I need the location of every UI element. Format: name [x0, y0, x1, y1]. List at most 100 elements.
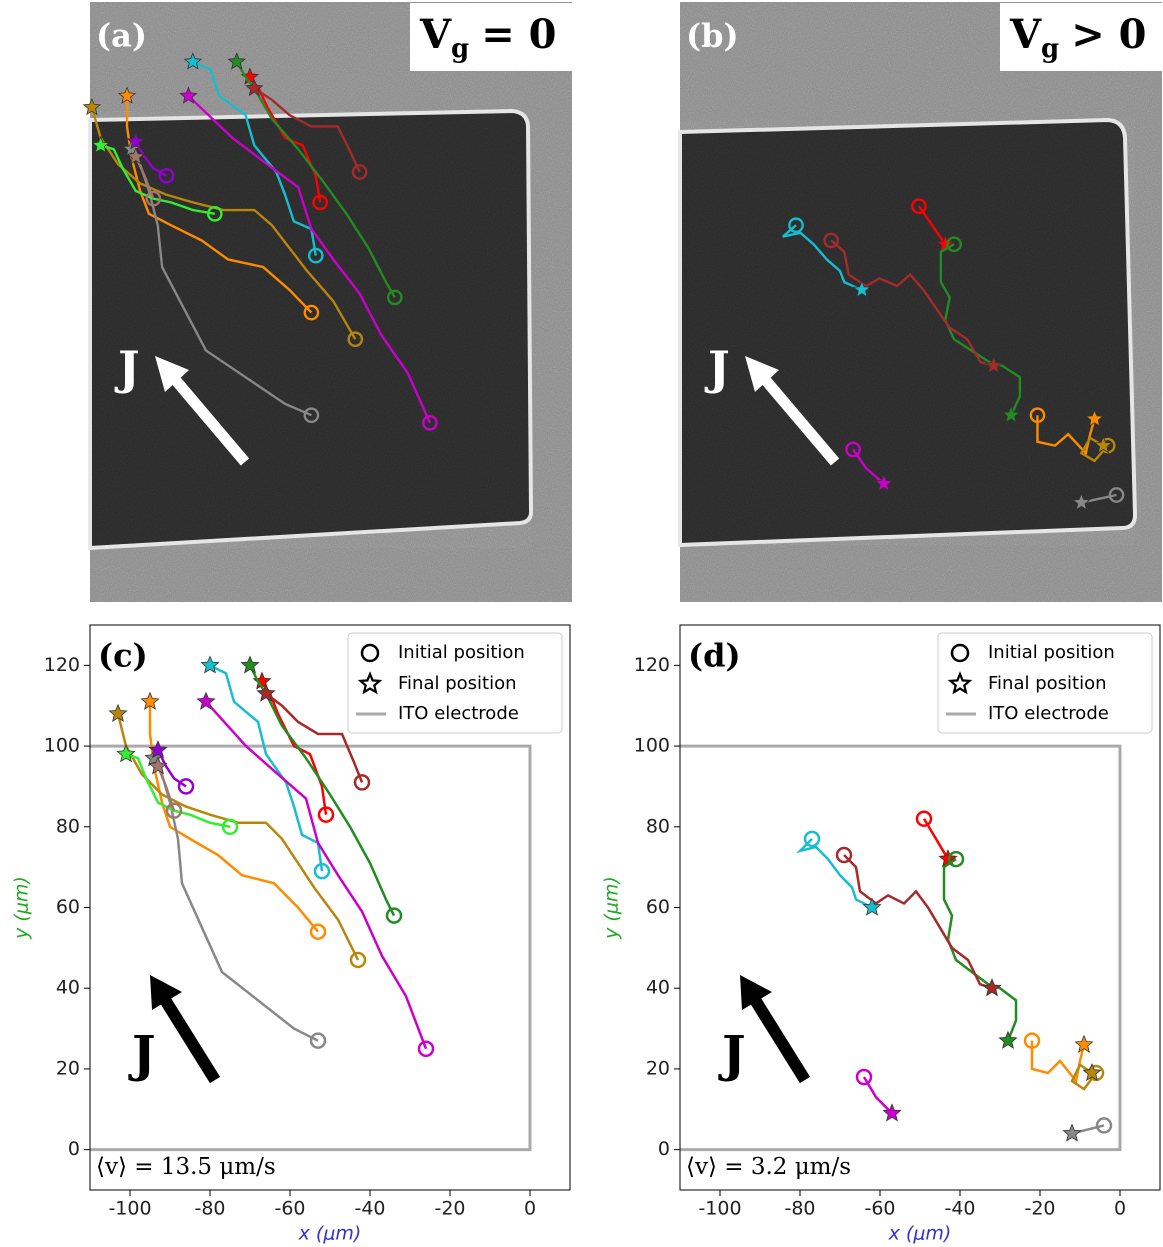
x-tick-label: 0 [524, 1198, 536, 1220]
x-tick-label: -20 [1024, 1198, 1055, 1220]
initial-marker [1023, 1032, 1041, 1049]
initial-marker [158, 167, 175, 184]
condition-box [410, 3, 572, 71]
y-axis-label: y (μm) [11, 876, 33, 940]
current-arrow-head [155, 356, 189, 392]
arrow-label: J [128, 1024, 156, 1083]
y-tick-label: 20 [646, 1057, 670, 1079]
x-tick-label: -60 [864, 1198, 895, 1220]
final-marker [126, 147, 145, 165]
y-tick-label: 60 [646, 896, 670, 918]
trajectory [192, 60, 317, 256]
condition-box [1000, 3, 1162, 71]
initial-marker [347, 331, 364, 348]
condition-symbol: V [419, 11, 452, 58]
chart: -100 -80 -60 -40 -20 0 0 20 40 60 80 100 120 x (μm) y … [11, 624, 571, 1245]
final-marker [984, 356, 1003, 374]
trajectory [90, 107, 357, 340]
arrow-label: J [718, 1024, 746, 1083]
current-arrow [162, 366, 250, 466]
initial-marker [386, 289, 403, 306]
x-axis-label: x (μm) [298, 1223, 362, 1245]
y-tick-label: 20 [56, 1057, 80, 1079]
initial-marker [313, 862, 331, 880]
current-arrow [746, 991, 811, 1084]
y-axis-label: y (μm) [601, 876, 623, 940]
initial-marker [1108, 487, 1125, 503]
final-marker [240, 655, 260, 674]
x-tick-label: -60 [274, 1198, 305, 1220]
electrode-outline [680, 744, 1122, 1152]
arrow-label: J [114, 341, 140, 395]
legend-box [347, 632, 563, 734]
trajectory [125, 752, 231, 829]
final-marker [200, 655, 220, 674]
x-tick-label: -80 [784, 1198, 815, 1220]
current-arrow-head [150, 975, 182, 1010]
final-marker [874, 473, 894, 492]
trajectory [795, 838, 873, 909]
arrow-label: J [704, 341, 730, 395]
plot-frame [89, 624, 571, 1191]
initial-marker [309, 1032, 327, 1049]
annotation: ⟨v⟩ = 3.2 μm/s [686, 1154, 851, 1180]
x-axis-label: x (μm) [888, 1223, 952, 1245]
x-tick-label: 0 [1114, 1198, 1126, 1220]
condition-relation: = 0 [481, 11, 556, 58]
trajectory [134, 156, 155, 200]
initial-marker [422, 414, 438, 431]
initial-marker [911, 198, 927, 215]
trajectory [265, 692, 364, 783]
final-marker [982, 978, 1002, 997]
condition-symbol: V [1009, 11, 1042, 58]
initial-marker [803, 830, 821, 848]
x-tick-label: -40 [354, 1198, 385, 1220]
initial-marker [385, 907, 403, 924]
initial-marker [1029, 407, 1046, 424]
panel-label: (c) [98, 637, 148, 675]
final-marker [245, 78, 264, 97]
panel-label: (d) [688, 637, 741, 675]
y-tick-label: 120 [634, 654, 670, 676]
final-marker [183, 52, 202, 70]
electrode-outline [90, 744, 532, 1152]
annotation: ⟨v⟩ = 13.5 μm/s [96, 1154, 276, 1180]
x-tick-label: -100 [698, 1198, 741, 1220]
initial-marker [353, 774, 371, 791]
trajectory [1036, 415, 1096, 456]
final-marker [256, 683, 276, 702]
final-marker [148, 740, 168, 759]
y-tick-label: 0 [658, 1138, 670, 1160]
electrode-noise [90, 111, 531, 548]
initial-marker [221, 818, 239, 836]
y-tick-label: 100 [44, 735, 80, 757]
y-tick-label: 40 [646, 977, 670, 999]
final-marker [1085, 409, 1104, 427]
trajectory [187, 95, 431, 424]
y-tick-label: 60 [56, 896, 80, 918]
final-marker [862, 897, 882, 916]
initial-marker [351, 164, 368, 180]
y-tick-label: 0 [68, 1138, 80, 1160]
final-marker [140, 691, 160, 710]
initial-marker [307, 247, 324, 264]
final-marker [116, 744, 136, 763]
y-tick-label: 80 [646, 815, 670, 837]
initial-marker [309, 923, 327, 940]
final-marker [108, 703, 128, 722]
trajectory [1030, 1040, 1086, 1084]
y-tick-label: 80 [56, 815, 80, 837]
final-marker [1074, 1034, 1094, 1053]
trajectory [939, 243, 1022, 416]
y-tick-label: 40 [56, 977, 80, 999]
initial-marker [177, 778, 195, 795]
initial-marker [947, 850, 965, 868]
initial-marker [349, 951, 367, 969]
initial-marker [303, 407, 320, 424]
panel-label: (b) [686, 17, 739, 55]
final-marker [126, 131, 145, 150]
chart: -100 -80 -60 -40 -20 0 0 20 40 60 80 100 120 x (μm) y … [601, 624, 1161, 1245]
trajectory [843, 854, 993, 990]
legend-label: ITO electrode [398, 703, 519, 724]
